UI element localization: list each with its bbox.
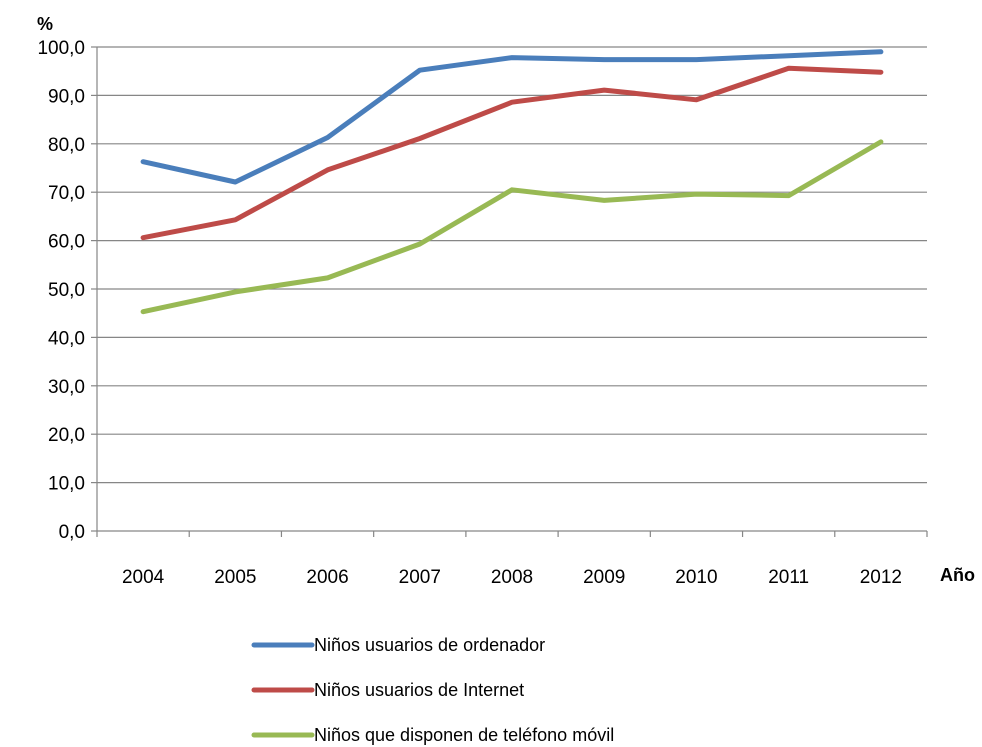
series-lines: [140, 49, 884, 315]
y-axis-ticks: 0,0 10,0 20,0 30,0 40,0 50,0 60,0 70,0 80,0 90,0 1…: [37, 38, 97, 543]
x-tick-label: 2009: [583, 567, 625, 588]
y-tick-label: 30,0: [48, 377, 85, 398]
legend-label: Niños usuarios de ordenador: [314, 635, 545, 655]
y-tick-label: 100,0: [37, 38, 85, 59]
y-tick-label: 10,0: [48, 474, 85, 495]
y-tick-label: 80,0: [48, 135, 85, 156]
legend-label: Niños usuarios de Internet: [314, 680, 524, 700]
x-tick-label: 2006: [306, 567, 348, 588]
y-tick-label: 70,0: [48, 183, 85, 204]
y-tick-label: 20,0: [48, 425, 85, 446]
x-tick-label: 2011: [768, 567, 809, 588]
y-tick-label: 50,0: [48, 280, 85, 301]
x-axis-title: Año: [940, 565, 975, 585]
series-line-1: [140, 49, 884, 185]
x-tick-label: 2010: [675, 567, 717, 588]
y-tick-label: 60,0: [48, 232, 85, 253]
y-tick-label: 0,0: [59, 522, 85, 543]
x-tick-label: 2005: [214, 567, 256, 588]
y-tick-label: 40,0: [48, 328, 85, 349]
y-tick-label: 90,0: [48, 86, 85, 107]
x-axis-ticks: 2004 2005 2006 2007 2008 2009 2010 2011 2012: [96, 531, 928, 588]
x-tick-label: 2004: [122, 567, 165, 588]
legend: Niños usuarios de ordenador Niños usuario…: [251, 635, 614, 745]
series-line-3: [140, 139, 884, 315]
x-tick-label: 2012: [860, 567, 902, 588]
legend-label: Niños que disponen de teléfono móvil: [314, 725, 614, 745]
x-tick-label: 2007: [399, 567, 441, 588]
gridlines: [97, 46, 927, 484]
x-tick-label: 2008: [491, 567, 533, 588]
y-axis-title: %: [37, 14, 53, 34]
series-line-2: [140, 65, 884, 241]
